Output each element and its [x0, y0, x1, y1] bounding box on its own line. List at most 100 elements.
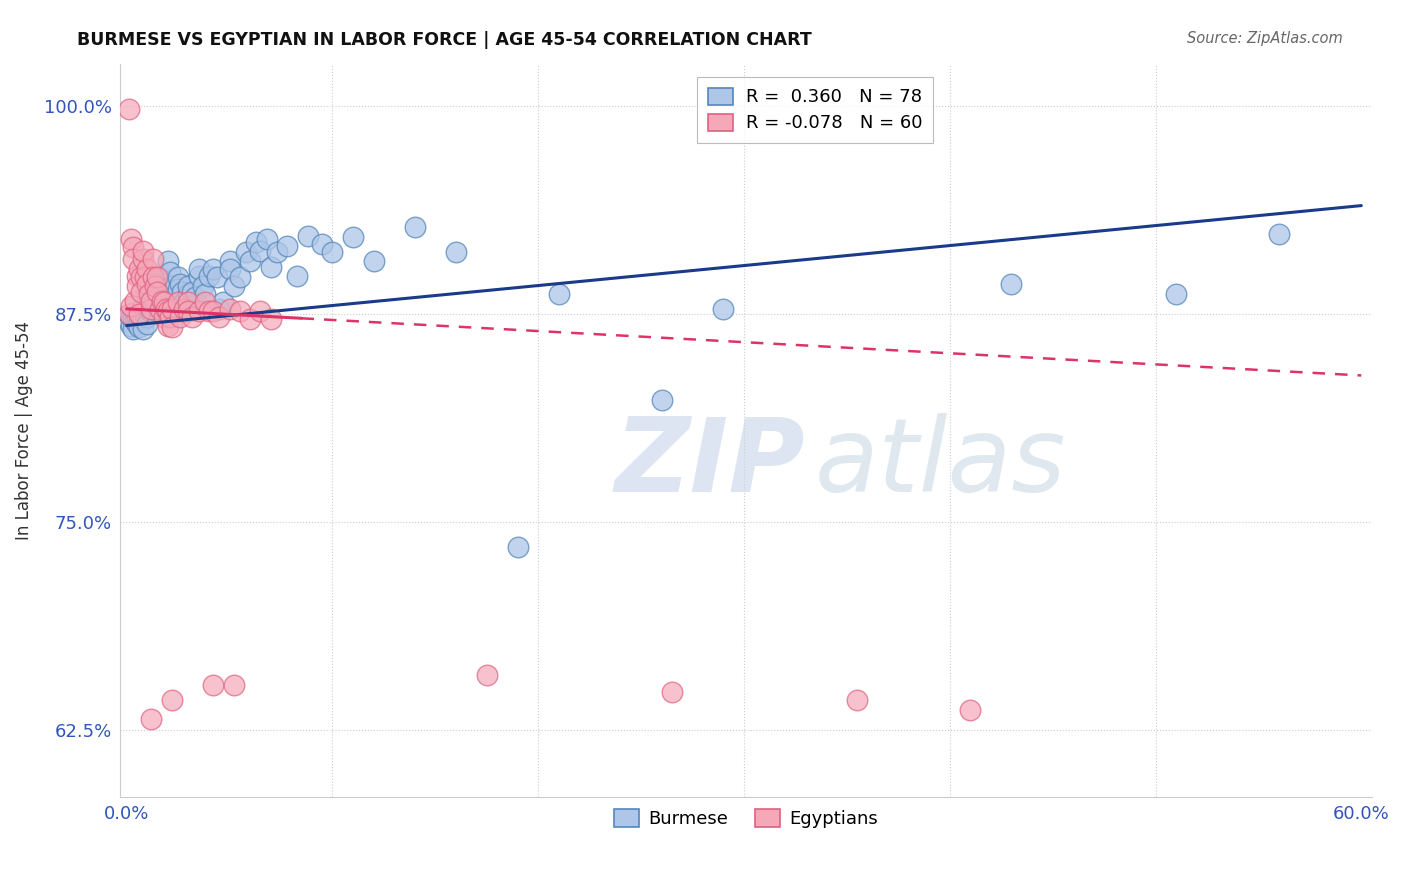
Point — [235, 245, 257, 260]
Point — [156, 318, 179, 333]
Point — [218, 301, 240, 316]
Point — [266, 245, 288, 260]
Point — [173, 301, 195, 316]
Point — [156, 303, 179, 318]
Point — [249, 303, 271, 318]
Point — [260, 311, 283, 326]
Text: atlas: atlas — [815, 413, 1066, 514]
Point — [120, 310, 142, 325]
Point — [202, 678, 225, 692]
Point — [321, 245, 343, 260]
Point — [132, 311, 155, 326]
Point — [118, 315, 141, 329]
Point — [167, 295, 190, 310]
Point — [218, 253, 240, 268]
Point — [121, 311, 143, 326]
Point — [208, 301, 231, 316]
Point — [141, 305, 163, 319]
Point — [194, 295, 217, 310]
Point — [506, 540, 529, 554]
Point — [173, 303, 195, 318]
Point — [177, 295, 200, 310]
Point — [121, 252, 143, 266]
Point — [118, 307, 141, 321]
Point — [169, 277, 191, 291]
Point — [169, 310, 191, 325]
Point — [155, 282, 177, 296]
Point — [152, 295, 174, 310]
Text: BURMESE VS EGYPTIAN IN LABOR FORCE | AGE 45-54 CORRELATION CHART: BURMESE VS EGYPTIAN IN LABOR FORCE | AGE… — [77, 31, 813, 49]
Point — [150, 285, 173, 300]
Point — [129, 270, 152, 285]
Point — [148, 301, 170, 316]
Point — [128, 307, 150, 321]
Point — [129, 301, 152, 316]
Point — [208, 310, 231, 325]
Point — [342, 230, 364, 244]
Point — [222, 678, 245, 692]
Point — [125, 268, 148, 283]
Point — [142, 270, 165, 285]
Point — [146, 277, 169, 291]
Point — [160, 320, 183, 334]
Point — [125, 309, 148, 323]
Point — [222, 278, 245, 293]
Point — [202, 261, 225, 276]
Point — [152, 310, 174, 325]
Point — [167, 270, 190, 285]
Point — [1268, 227, 1291, 241]
Point — [160, 278, 183, 293]
Point — [155, 301, 177, 316]
Point — [132, 244, 155, 258]
Point — [177, 303, 200, 318]
Point — [120, 299, 142, 313]
Point — [141, 301, 163, 316]
Point — [363, 253, 385, 268]
Point — [124, 313, 146, 327]
Point — [297, 228, 319, 243]
Point — [136, 277, 159, 291]
Point — [129, 285, 152, 300]
Point — [121, 240, 143, 254]
Point — [136, 310, 159, 325]
Point — [145, 299, 167, 313]
Point — [181, 285, 204, 300]
Point — [159, 310, 181, 325]
Point — [167, 282, 190, 296]
Point — [187, 268, 209, 283]
Y-axis label: In Labor Force | Age 45-54: In Labor Force | Age 45-54 — [15, 321, 32, 540]
Point — [311, 236, 333, 251]
Point — [160, 301, 183, 316]
Point — [125, 317, 148, 331]
Point — [249, 244, 271, 258]
Point — [132, 252, 155, 266]
Point — [124, 305, 146, 319]
Point — [1164, 286, 1187, 301]
Point — [145, 278, 167, 293]
Point — [239, 311, 262, 326]
Point — [142, 252, 165, 266]
Point — [163, 290, 186, 304]
Point — [132, 322, 155, 336]
Point — [256, 232, 278, 246]
Point — [191, 278, 214, 293]
Point — [120, 232, 142, 246]
Point — [212, 295, 235, 310]
Point — [651, 393, 673, 408]
Point — [229, 303, 252, 318]
Point — [177, 278, 200, 293]
Point — [172, 285, 194, 300]
Point — [404, 220, 426, 235]
Point — [118, 307, 141, 321]
Point — [547, 286, 569, 301]
Point — [134, 309, 156, 323]
Point — [138, 286, 160, 301]
Point — [120, 318, 142, 333]
Legend: Burmese, Egyptians: Burmese, Egyptians — [606, 802, 886, 836]
Point — [128, 313, 150, 327]
Point — [146, 270, 169, 285]
Point — [148, 270, 170, 285]
Point — [181, 310, 204, 325]
Point — [475, 668, 498, 682]
Point — [198, 268, 221, 283]
